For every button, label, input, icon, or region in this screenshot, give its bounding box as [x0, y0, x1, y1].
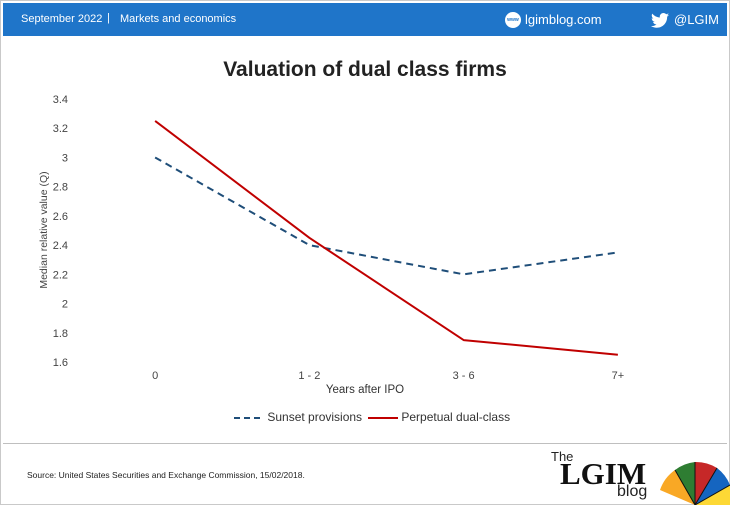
- legend-label-sunset: Sunset provisions: [267, 410, 363, 424]
- y-tick-label: 2: [62, 299, 68, 311]
- x-tick-label: 1 - 2: [298, 370, 320, 382]
- y-tick-label: 3.4: [53, 94, 68, 106]
- y-tick-label: 1.8: [53, 328, 68, 340]
- twitter-handle[interactable]: @LGIM: [674, 12, 719, 27]
- footer-divider: [3, 443, 727, 444]
- globe-icon: www: [505, 12, 521, 28]
- header-date: September 2022: [21, 13, 103, 25]
- legend-label-perpetual: Perpetual dual-class: [401, 410, 511, 424]
- twitter-icon[interactable]: [651, 13, 669, 33]
- x-tick-label: 0: [152, 370, 158, 382]
- y-tick-label: 3: [62, 152, 68, 164]
- logo-lgim: LGIM: [560, 456, 647, 491]
- x-tick-label: 7+: [612, 370, 625, 382]
- header-bar: September 2022 | Markets and economics w…: [3, 3, 727, 36]
- umbrella-icon: [660, 461, 730, 505]
- chart-title: Valuation of dual class firms: [223, 58, 507, 81]
- logo-blog: blog: [617, 483, 648, 500]
- source-note: Source: United States Securities and Exc…: [27, 470, 305, 480]
- series-line-0: [154, 156, 619, 276]
- x-tick-label: 3 - 6: [453, 370, 475, 382]
- header-section[interactable]: Markets and economics: [120, 13, 237, 25]
- y-tick-label: 2.8: [53, 182, 68, 194]
- y-tick-label: 1.6: [53, 357, 68, 369]
- blog-link[interactable]: lgimblog.com: [525, 12, 602, 27]
- x-axis-label: Years after IPO: [325, 384, 405, 396]
- y-tick-label: 3.2: [53, 123, 68, 135]
- y-tick-label: 2.2: [53, 269, 68, 281]
- y-axis-label: Median relative value (Q): [38, 171, 50, 289]
- logo-the: The: [551, 449, 574, 464]
- series-line-1: [154, 120, 618, 356]
- y-tick-label: 2.4: [53, 240, 68, 252]
- legend-item-sunset: Sunset provisions: [234, 410, 362, 424]
- y-tick-label: 2.6: [53, 211, 68, 223]
- header-separator: |: [107, 12, 110, 24]
- legend-item-perpetual: Perpetual dual-class: [368, 410, 510, 424]
